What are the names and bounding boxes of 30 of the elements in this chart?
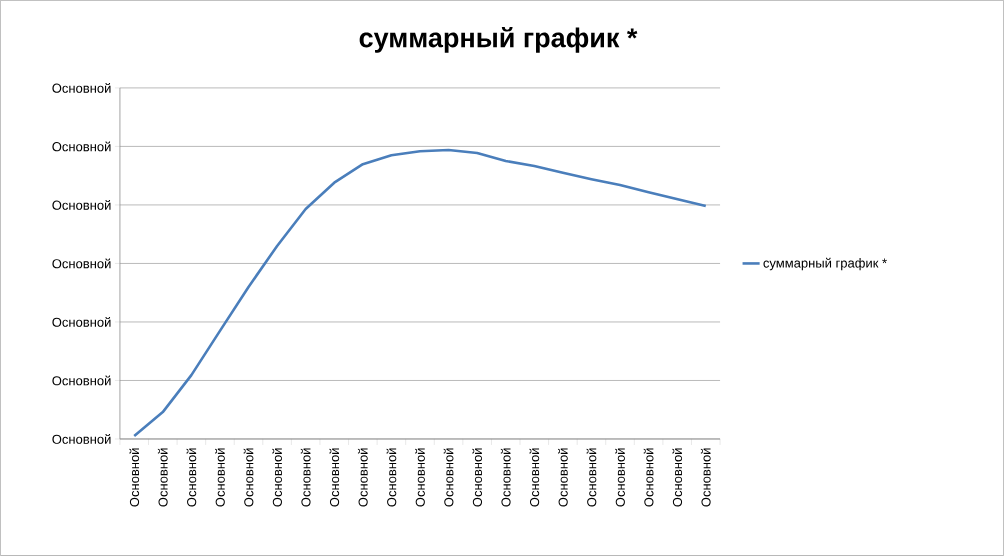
x-tick-label: Основной <box>357 448 368 507</box>
text: Основной <box>52 434 111 444</box>
x-tick-label: Основной <box>500 448 511 507</box>
x-tick-label: Основной <box>672 448 683 507</box>
text: Основной <box>52 317 111 327</box>
x-tick-label: Основной <box>529 448 540 507</box>
x-tick-label: Основной <box>300 448 311 507</box>
x-tick-label: Основной <box>157 448 168 507</box>
x-tick-label: Основной <box>272 448 282 507</box>
legend-label: суммарный график * <box>763 257 887 271</box>
x-tick-label: Основной <box>586 448 597 507</box>
x-tick-label: Основной <box>243 448 254 507</box>
chart-title: суммарный график * <box>359 27 638 53</box>
x-tick-label: Основной <box>615 448 625 507</box>
x-tick-label: Основной <box>215 448 225 507</box>
x-tick-label: Основной <box>557 448 568 507</box>
text: Основной <box>52 258 111 269</box>
x-tick-label: Основной <box>415 448 425 507</box>
x-tick-label: Основной <box>386 448 397 507</box>
x-tick-label: Основной <box>443 448 454 507</box>
text: Основной <box>52 375 111 386</box>
x-tick-label: Основной <box>186 448 197 507</box>
x-tick-label: Основной <box>329 448 340 507</box>
x-tick-label: Основной <box>643 448 654 507</box>
text: Основной <box>52 141 111 152</box>
x-tick-label: Основной <box>700 448 711 507</box>
text: Основной <box>52 200 111 210</box>
x-tick-label: Основной <box>472 448 483 507</box>
x-tick-label: Основной <box>129 448 140 507</box>
text: Основной <box>52 83 111 93</box>
